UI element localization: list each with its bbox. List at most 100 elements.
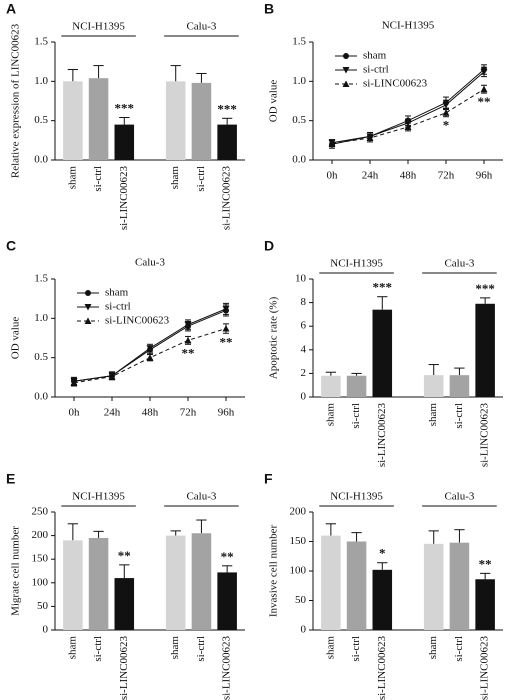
point	[366, 134, 374, 141]
x-tick-label: 0h	[69, 407, 81, 419]
x-tick-label: 72h	[180, 407, 197, 419]
bar	[346, 541, 367, 630]
legend-marker	[342, 67, 350, 74]
x-tick-label: 96h	[218, 407, 235, 419]
x-tick-label: 0h	[327, 170, 339, 182]
significance: **	[118, 548, 131, 563]
bar	[165, 535, 186, 630]
y-tick-label: 8	[301, 296, 307, 308]
x-tick-label: sham	[324, 636, 336, 660]
bar	[63, 81, 83, 160]
y-axis-label: Invasive cell number	[268, 525, 280, 618]
bar	[449, 542, 470, 630]
group-label: NCI-H1395	[330, 258, 383, 270]
legend-label: si-ctrl	[105, 301, 131, 313]
x-tick-label: si-ctrl	[453, 636, 465, 662]
point	[404, 123, 412, 130]
chart-title: Calu-3	[135, 257, 165, 269]
panel-letter: B	[264, 1, 274, 17]
significance: **	[182, 345, 195, 360]
bar	[88, 537, 109, 630]
group-label: Calu-3	[186, 491, 216, 503]
group-label: NCI-H1395	[72, 21, 125, 33]
y-tick-label: 150	[32, 553, 49, 565]
x-tick-label: si-ctrl	[350, 403, 362, 429]
y-tick-label: 4	[301, 343, 307, 355]
y-axis-label: OD value	[268, 80, 280, 123]
group-label: NCI-H1395	[330, 491, 383, 503]
bar	[114, 578, 135, 630]
y-tick-label: 200	[290, 506, 307, 518]
bar	[191, 82, 212, 160]
significance: **	[478, 94, 491, 109]
x-tick-label: si-LINC00623	[221, 166, 233, 231]
y-tick-label: 2	[301, 367, 307, 379]
x-tick-label: si-ctrl	[92, 166, 104, 192]
legend-label: sham	[363, 50, 387, 62]
bar	[321, 535, 341, 630]
point	[108, 373, 116, 380]
significance: **	[221, 549, 234, 564]
panel-letter: A	[6, 1, 16, 17]
bar	[63, 540, 83, 630]
x-tick-label: si-LINC00623	[376, 403, 388, 468]
x-tick-label: 24h	[104, 407, 121, 419]
x-tick-label: 24h	[362, 170, 379, 182]
point	[146, 354, 154, 361]
y-tick-label: 1.5	[34, 36, 48, 48]
bar	[217, 124, 237, 160]
y-tick-label: 10	[295, 273, 307, 285]
bar	[475, 579, 495, 630]
x-tick-label: 48h	[400, 170, 417, 182]
x-tick-label: 96h	[476, 170, 493, 182]
point	[146, 345, 154, 352]
y-tick-label: 50	[37, 600, 49, 612]
x-tick-label: sham	[66, 166, 78, 190]
x-tick-label: si-ctrl	[350, 636, 362, 662]
significance: **	[479, 556, 492, 571]
point	[442, 109, 450, 116]
y-tick-label: 1.0	[34, 312, 48, 324]
significance: ***	[115, 101, 135, 116]
bar	[423, 543, 444, 630]
bar	[191, 533, 212, 630]
x-tick-label: si-LINC00623	[118, 636, 130, 700]
bar	[372, 309, 393, 397]
significance: ***	[475, 281, 495, 296]
group-label: Calu-3	[444, 491, 474, 503]
point	[442, 101, 450, 109]
y-axis-label: Apoptotic rate (%)	[268, 296, 280, 379]
y-tick-label: 250	[32, 506, 49, 518]
y-tick-label: 1.0	[292, 75, 306, 87]
legend-label: si-LINC00623	[105, 315, 170, 327]
bar	[372, 569, 393, 630]
bar	[321, 375, 341, 397]
x-tick-label: si-ctrl	[195, 166, 207, 192]
legend-marker	[84, 304, 92, 311]
x-tick-label: si-LINC00623	[479, 636, 491, 700]
y-tick-label: 0	[301, 391, 307, 403]
x-tick-label: si-LINC00623	[376, 636, 388, 700]
y-tick-label: 150	[290, 535, 307, 547]
panel-letter: C	[6, 238, 16, 254]
y-tick-label: 50	[295, 594, 307, 606]
legend-marker	[85, 290, 91, 296]
point	[184, 321, 192, 329]
x-tick-label: 72h	[438, 170, 455, 182]
y-tick-label: 0.0	[292, 154, 306, 166]
x-tick-label: 48h	[142, 407, 159, 419]
legend-marker	[84, 317, 92, 324]
significance: ***	[217, 101, 237, 116]
x-tick-label: sham	[324, 403, 336, 427]
x-tick-label: si-LINC00623	[479, 403, 491, 468]
x-tick-label: si-ctrl	[92, 636, 104, 662]
y-axis-label: Migrate cell number	[10, 526, 22, 616]
y-axis-label: OD value	[10, 317, 22, 360]
y-tick-label: 1.5	[34, 273, 48, 285]
x-tick-label: si-LINC00623	[221, 636, 233, 700]
point	[184, 336, 192, 344]
x-tick-label: sham	[169, 166, 181, 190]
bar	[88, 78, 109, 160]
